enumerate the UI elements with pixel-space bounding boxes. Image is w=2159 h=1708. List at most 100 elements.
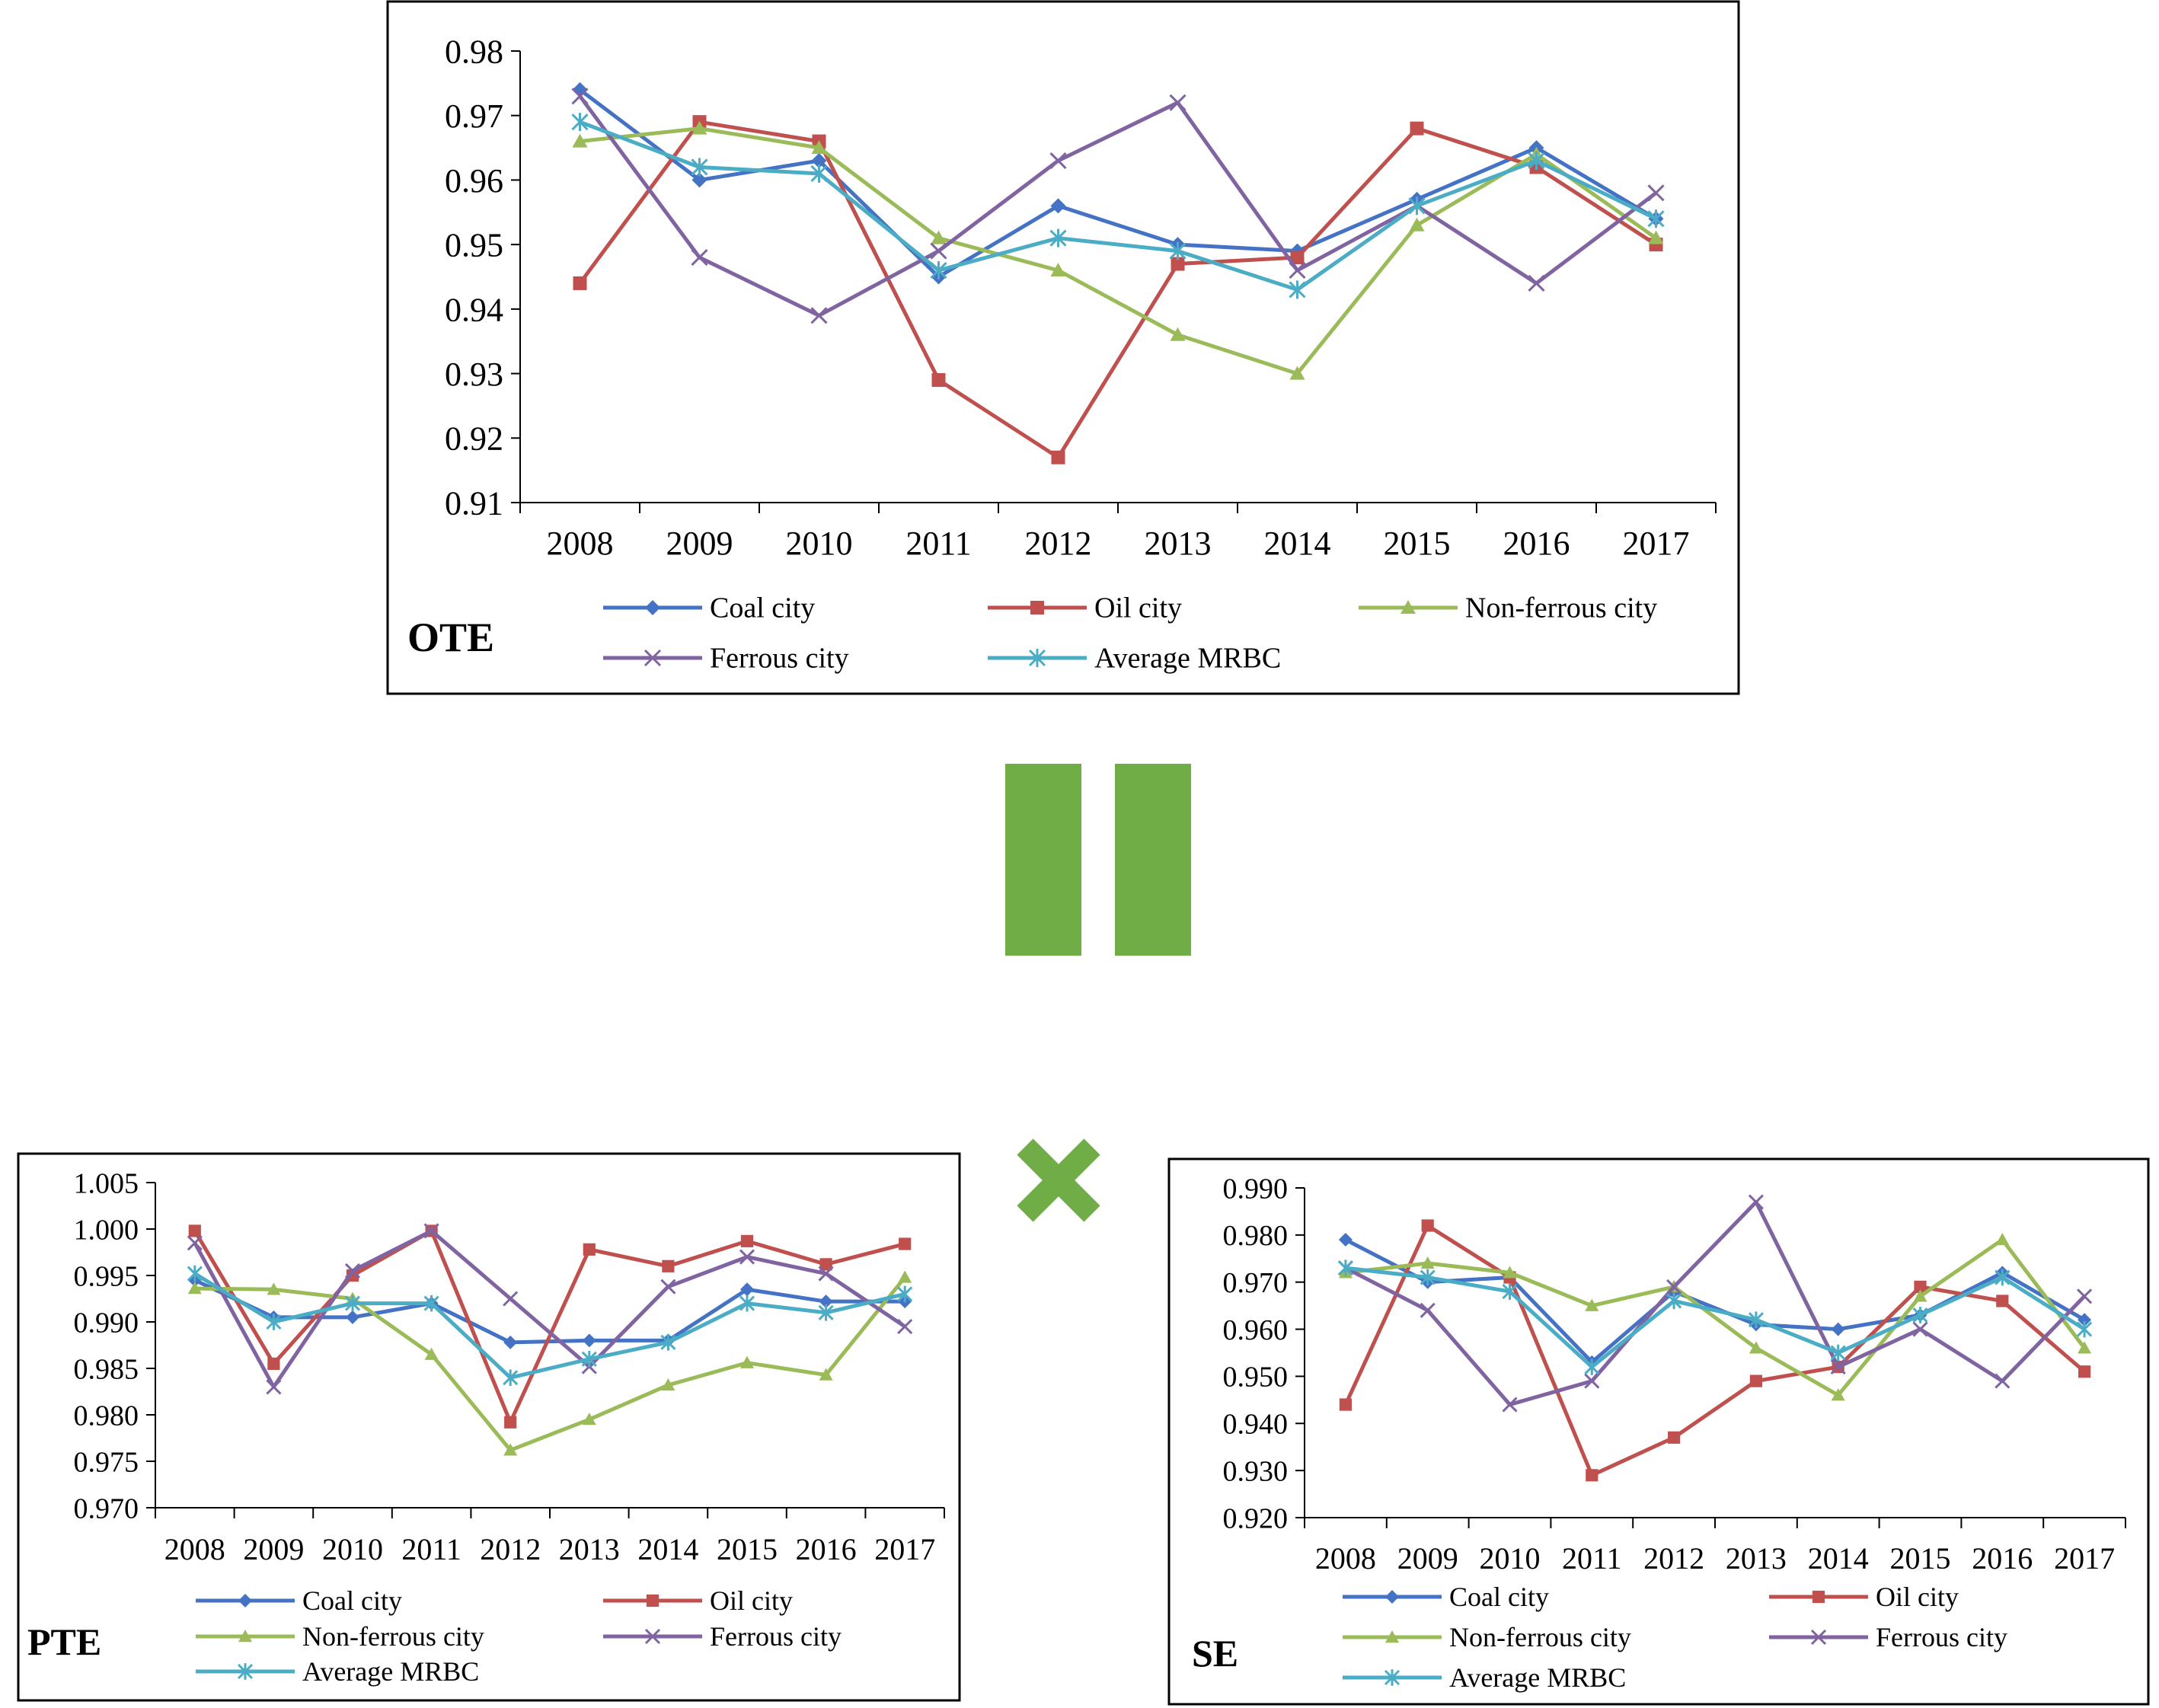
ote-data-point-nonferrous <box>1648 230 1664 244</box>
pte-data-point-nonferrous <box>424 1347 439 1360</box>
se-legend-marker-coal <box>1385 1590 1399 1604</box>
pte-data-point-average <box>897 1285 913 1303</box>
pte-x-tick-label: 2012 <box>480 1532 541 1566</box>
se-legend-marker-average <box>1384 1669 1400 1686</box>
se-chart-title: SE <box>1192 1632 1238 1674</box>
se-data-point-nonferrous <box>1913 1289 1927 1302</box>
ote-data-point-ferrous <box>1528 274 1545 292</box>
pte-data-point-ferrous <box>503 1291 519 1307</box>
se-legend-label-average: Average MRBC <box>1449 1662 1626 1693</box>
pte-x-tick-label: 2010 <box>322 1532 383 1566</box>
ote-data-point-average <box>810 164 828 183</box>
ote-y-tick-label: 0.95 <box>445 227 503 264</box>
pte-data-point-oil <box>188 1224 201 1237</box>
se-y-tick-label: 0.960 <box>1223 1314 1289 1346</box>
ote-series-line-oil <box>578 120 1657 460</box>
se-x-tick-label: 2013 <box>1726 1541 1787 1576</box>
ote-data-point-ferrous <box>1647 184 1665 202</box>
ote-y-tick-label: 0.96 <box>445 162 503 200</box>
ote-legend-label-average: Average MRBC <box>1094 643 1281 675</box>
pte-series-nonferrous <box>187 1270 912 1456</box>
pte-series-average <box>187 1265 913 1386</box>
ote-data-point-ferrous <box>571 88 589 105</box>
se-data-point-ferrous <box>1666 1279 1682 1295</box>
pte-data-point-ferrous <box>187 1235 203 1251</box>
pte-data-point-ferrous <box>660 1279 676 1295</box>
se-chart-panel: 0.920 0.930 0.940 0.950 0.960 0.970 0.980 0.990… <box>1167 1157 2150 1706</box>
se-data-point-coal <box>1338 1233 1353 1247</box>
se-data-point-oil <box>1749 1374 1762 1387</box>
ote-data-point-oil <box>573 276 587 290</box>
ote-chart-title: OTE <box>407 615 494 660</box>
se-series-line-nonferrous <box>1345 1237 2087 1397</box>
ote-series-nonferrous <box>572 120 1664 380</box>
ote-data-point-oil <box>931 373 946 388</box>
ote-data-point-average <box>1408 196 1426 215</box>
ote-legend-marker-oil <box>1030 601 1044 615</box>
se-data-point-average <box>1420 1269 1436 1286</box>
ote-data-point-nonferrous <box>1170 327 1186 341</box>
ote-legend-marker-average <box>1028 649 1046 667</box>
pte-data-point-nonferrous <box>503 1443 518 1456</box>
ote-data-point-ferrous <box>1049 152 1067 170</box>
ote-legend-marker-coal <box>645 600 660 615</box>
pte-legend-item-average: Average MRBC <box>196 1656 479 1687</box>
pte-x-tick-label: 2016 <box>796 1532 857 1566</box>
pte-legend-item-oil: Oil city <box>603 1585 793 1616</box>
se-data-point-average <box>1830 1344 1846 1362</box>
se-data-point-coal <box>1831 1322 1845 1336</box>
se-legend-item-ferrous: Ferrous city <box>1769 1622 2007 1652</box>
se-data-point-oil <box>1996 1295 2009 1307</box>
ote-x-tick-label: 2016 <box>1503 525 1570 562</box>
ote-data-point-coal <box>811 153 827 169</box>
pte-legend-item-coal: Coal city <box>196 1585 402 1616</box>
pte-x-tick-label: 2014 <box>637 1532 698 1566</box>
pte-data-point-average <box>818 1304 834 1321</box>
pte-data-point-nonferrous <box>740 1355 754 1368</box>
pte-data-point-average <box>739 1295 755 1312</box>
ote-x-tick-label: 2012 <box>1025 525 1092 562</box>
ote-legend-label-oil: Oil city <box>1094 592 1182 624</box>
pte-legend-label-ferrous: Ferrous city <box>710 1621 842 1652</box>
se-legend-label-nonferrous: Non-ferrous city <box>1449 1622 1631 1652</box>
pte-y-tick-label: 0.975 <box>74 1446 139 1478</box>
se-data-point-ferrous <box>1584 1373 1600 1389</box>
se-y-tick-label: 0.930 <box>1223 1455 1289 1487</box>
se-chart: 0.920 0.930 0.940 0.950 0.960 0.970 0.980 0.990… <box>1167 1157 2150 1706</box>
pte-data-point-ferrous <box>897 1319 913 1335</box>
pte-data-point-oil <box>267 1357 280 1370</box>
pte-legend-item-ferrous: Ferrous city <box>603 1621 842 1652</box>
ote-series-line-average <box>579 120 1657 292</box>
ote-x-tick-label: 2010 <box>786 525 853 562</box>
ote-chart: 0.91 0.92 0.93 0.94 0.95 0.96 0.97 0.98 2008 2009… <box>386 0 1740 695</box>
ote-data-point-ferrous <box>1169 94 1186 111</box>
pte-legend-label-average: Average MRBC <box>302 1656 479 1687</box>
pte-x-tick-label: 2011 <box>401 1532 462 1566</box>
se-x-tick-label: 2015 <box>1890 1541 1951 1576</box>
se-data-point-oil <box>1421 1219 1434 1232</box>
se-legend-label-coal: Coal city <box>1449 1582 1549 1612</box>
se-data-point-coal <box>2078 1313 2092 1327</box>
ote-data-point-nonferrous <box>1050 263 1066 277</box>
pte-y-tick-label: 1.000 <box>74 1214 139 1246</box>
pte-data-point-nonferrous <box>267 1282 281 1295</box>
se-data-point-ferrous <box>1912 1321 1928 1337</box>
pte-data-point-coal <box>503 1335 518 1349</box>
ote-data-point-nonferrous <box>1409 217 1425 231</box>
pte-legend-marker-average <box>237 1663 254 1680</box>
pte-legend-label-coal: Coal city <box>302 1585 402 1616</box>
pte-data-point-oil <box>819 1258 832 1271</box>
se-data-point-average <box>2077 1320 2093 1338</box>
pte-data-point-oil <box>899 1237 912 1250</box>
pte-data-point-average <box>423 1295 439 1312</box>
se-x-tick-label: 2014 <box>1808 1541 1869 1576</box>
se-legend-label-oil: Oil city <box>1876 1582 1959 1612</box>
pte-data-point-coal <box>740 1282 754 1297</box>
equals-sign-bar-top <box>1005 764 1081 956</box>
se-series-line-average <box>1345 1266 2086 1369</box>
pte-series-line-average <box>193 1272 905 1380</box>
pte-x-tick-label: 2013 <box>559 1532 620 1566</box>
se-data-point-average <box>1748 1311 1764 1328</box>
se-y-tick-label: 0.970 <box>1223 1267 1289 1299</box>
ote-data-point-ferrous <box>930 242 947 260</box>
